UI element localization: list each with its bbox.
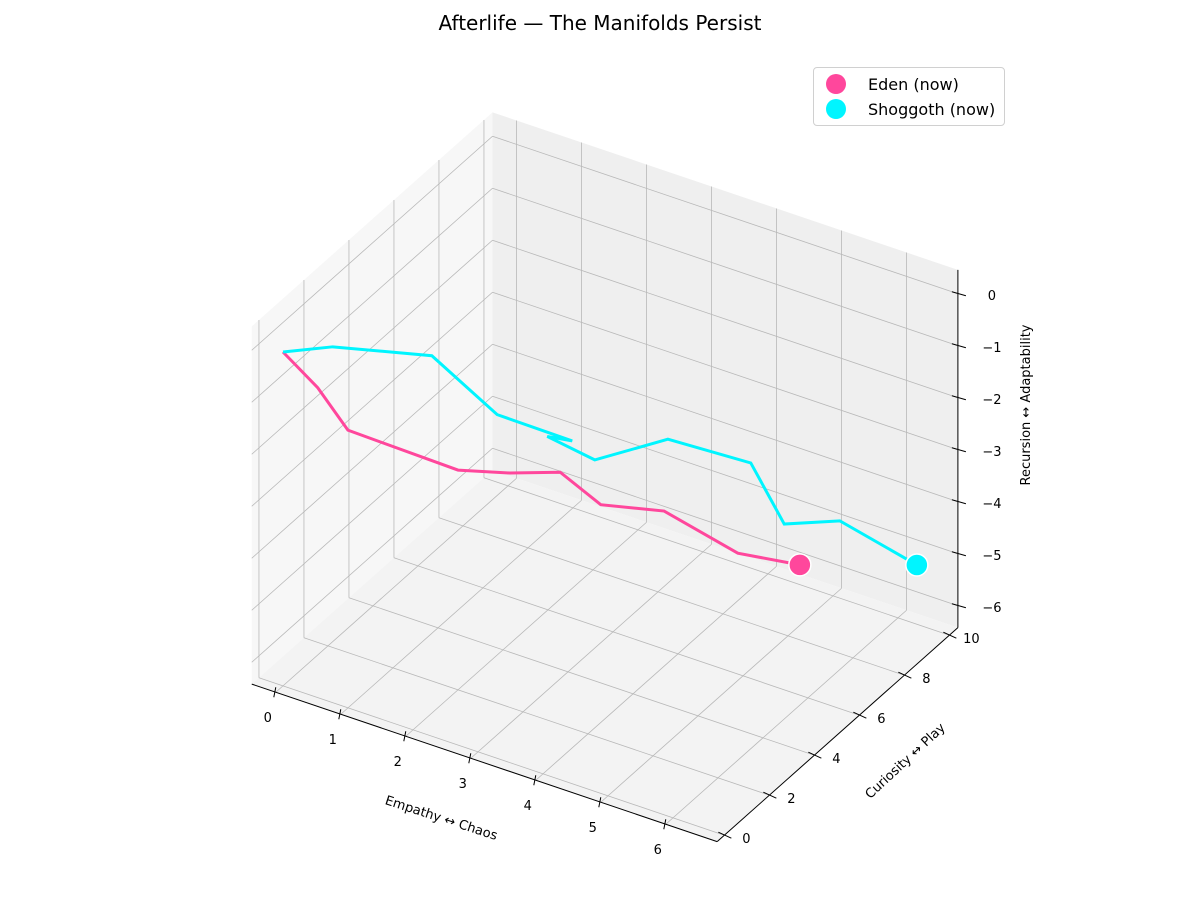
gridline-back-z [492,395,959,555]
y-tick-label: 8 [922,672,930,687]
gridline-floor-y [393,557,860,716]
eden-now-marker [788,553,812,577]
shoggoth-now-marker [905,553,929,577]
y-tick-mark [718,831,732,839]
x-tick-label: 3 [459,777,467,792]
x-tick-label: 0 [264,711,272,726]
gridline-floor-x [470,543,712,759]
z-tick-label: −6 [982,601,1001,616]
left-pane [251,112,493,685]
legend-label-eden: Eden (now) [868,74,959,94]
x-tick-mark [598,797,602,808]
gridline-left-z [251,447,493,663]
z-tick-mark [951,291,967,297]
y-tick-label: 2 [787,792,795,807]
y-tick-mark [763,791,777,799]
legend: Eden (now) Shoggoth (now) [813,67,1005,126]
eden-marker-icon [826,74,846,94]
gridline-left-z [251,291,493,507]
x-tick-label: 6 [654,843,662,858]
gridline-left-z [251,135,493,351]
z-tick-label: −4 [982,497,1001,512]
y-tick-label: 10 [963,632,980,647]
gridline-floor-x [405,521,647,737]
gridline-floor-x [535,565,777,781]
x-tick-mark [338,709,342,720]
x-tick-mark [403,731,407,742]
z-tick-mark [951,499,967,505]
z-tick-label: −2 [982,393,1001,408]
legend-item-eden: Eden (now) [826,73,959,95]
gridline-left-z [251,395,493,611]
gridline-back-z [492,187,959,347]
gridline-floor-x [340,499,582,715]
gridline-back-z [492,135,959,295]
gridline-floor-x [275,477,517,693]
x-tick-mark [273,687,277,698]
gridline-floor-y [438,517,905,676]
z-tick-mark [951,395,967,401]
z-tick-label: 0 [988,289,996,304]
floor-pane [251,470,958,842]
z-axis-label: Recursion ↔ Adaptability [1019,324,1034,485]
chart-title: Afterlife — The Manifolds Persist [438,11,762,35]
gridline-back-z [492,343,959,503]
z-tick-label: −1 [982,341,1001,356]
y-tick-label: 6 [877,712,885,727]
y-tick-mark [898,671,912,679]
legend-label-shoggoth: Shoggoth (now) [868,99,996,119]
gridline-floor-y [258,677,725,836]
x-tick-mark [468,753,472,764]
gridline-floor-y [483,477,950,636]
shoggoth-marker-icon [826,99,846,119]
y-axis-label: Curiosity ↔ Play [863,720,949,802]
gridline-back-z [492,239,959,399]
x-tick-label: 2 [394,755,402,770]
x-tick-label: 1 [329,733,337,748]
z-tick-label: −5 [982,549,1001,564]
gridline-floor-y [303,637,770,796]
y-tick-mark [808,751,822,759]
y-axis-line [716,627,959,842]
y-tick-label: 0 [742,832,750,847]
gridline-back-z [492,291,959,451]
y-tick-mark [853,711,867,719]
z-tick-mark [951,551,967,557]
z-tick-mark [951,447,967,453]
z-tick-mark [951,343,967,349]
gridline-left-z [251,239,493,455]
gridline-floor-y [348,597,815,756]
x-tick-mark [533,775,537,786]
shoggoth-trajectory-line [282,345,918,567]
legend-item-shoggoth: Shoggoth (now) [826,98,995,120]
x-axis-line [251,683,718,843]
z-tick-label: −3 [982,445,1001,460]
y-tick-label: 4 [832,752,840,767]
gridline-floor-x [665,609,907,825]
x-tick-label: 4 [524,799,532,814]
x-axis-label: Empathy ↔ Chaos [383,793,499,844]
y-tick-mark [943,631,957,639]
gridline-left-z [251,343,493,559]
gridline-back-z [492,447,959,607]
x-tick-label: 5 [589,821,597,836]
gridline-floor-x [600,587,842,803]
x-tick-mark [663,819,667,830]
eden-trajectory-line [281,350,801,567]
z-tick-mark [951,603,967,609]
gridline-left-z [251,187,493,403]
